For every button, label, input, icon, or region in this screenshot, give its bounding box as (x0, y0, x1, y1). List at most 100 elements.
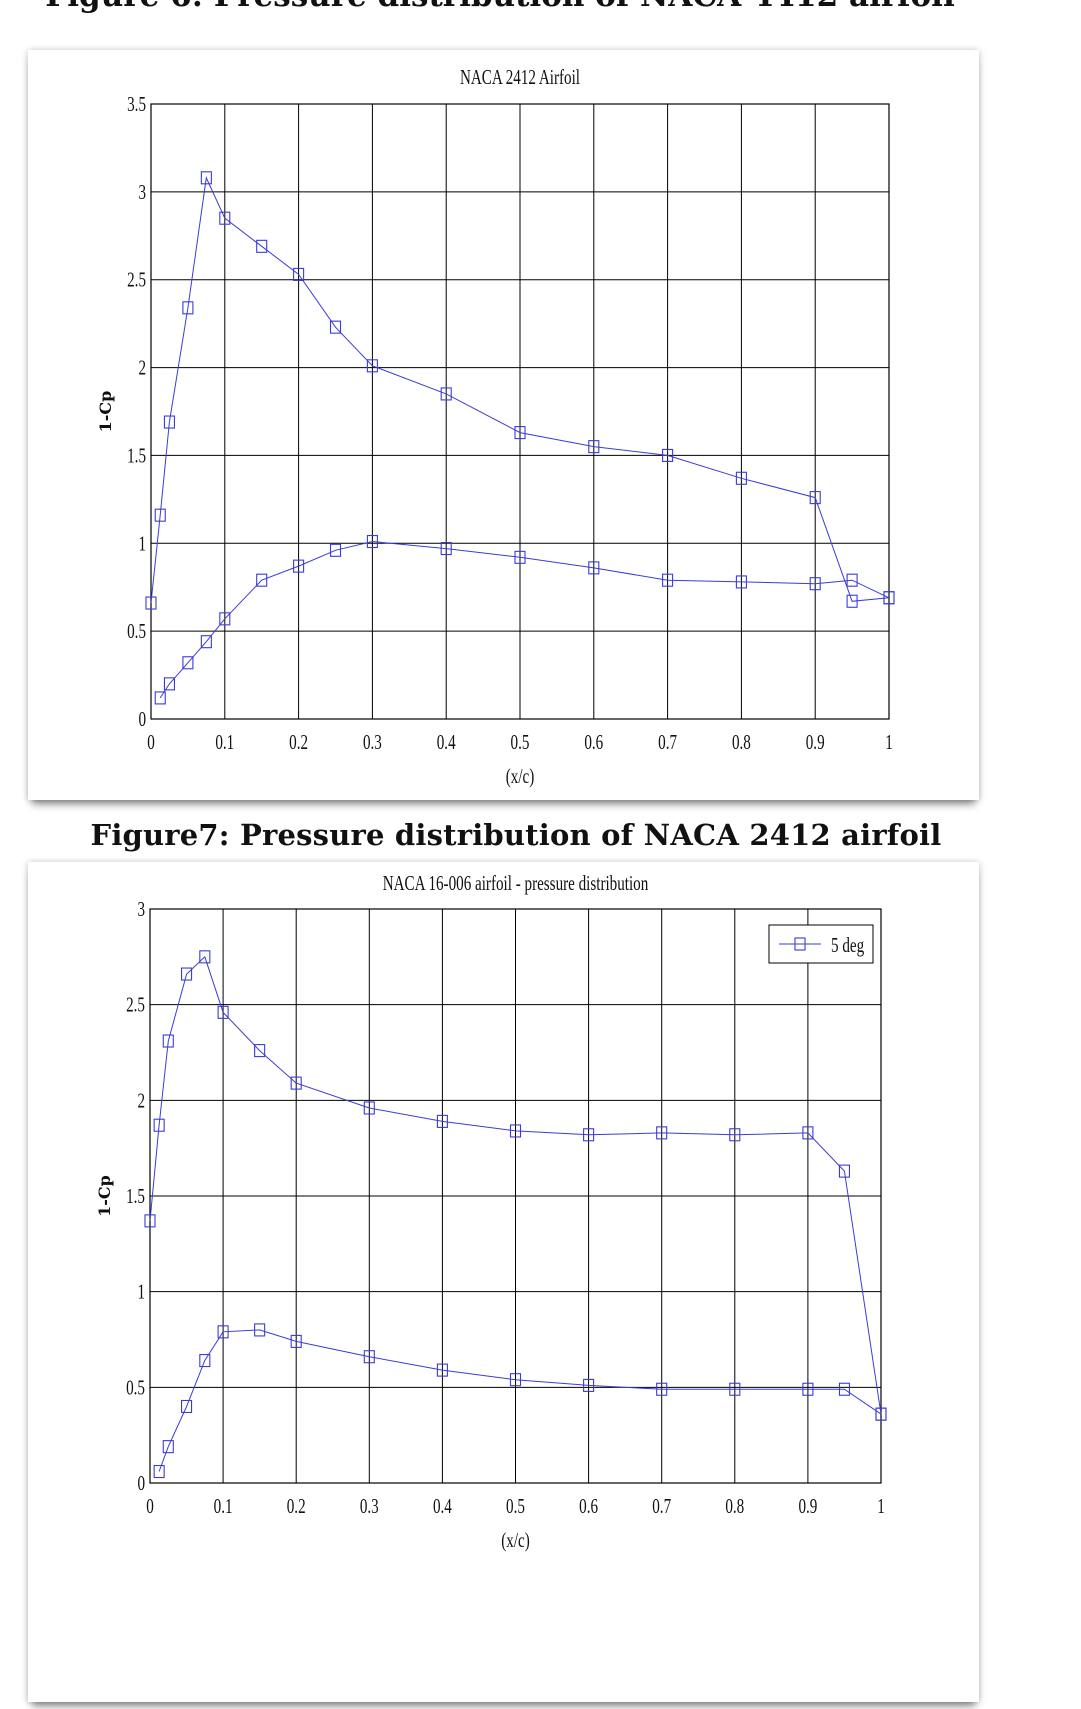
x-tick-label: 1 (877, 1495, 885, 1518)
data-point-marker (514, 550, 526, 564)
data-point-marker (366, 534, 378, 549)
x-tick-label: 0.9 (798, 1495, 817, 1518)
data-point-marker (363, 1350, 375, 1364)
y-tick-label: 0 (138, 708, 146, 731)
y-axis-label: 1-Cp (95, 1175, 114, 1217)
x-tick-label: 0.8 (732, 731, 751, 754)
data-point-marker (588, 440, 600, 454)
data-point-marker (145, 596, 157, 610)
data-point-marker (662, 573, 674, 587)
data-point-marker (729, 1128, 741, 1142)
series-line-2 (159, 540, 890, 699)
legend-marker (794, 937, 806, 951)
data-point-marker (846, 573, 858, 587)
data-point-marker (440, 542, 452, 556)
data-point-marker (256, 573, 268, 587)
data-point-marker (509, 1124, 522, 1138)
data-point-marker (182, 656, 194, 670)
data-point-marker (200, 635, 212, 649)
x-tick-label: 0.6 (579, 1495, 598, 1518)
y-tick-label: 1.5 (126, 1185, 145, 1208)
data-point-marker (162, 1440, 174, 1454)
data-point-marker (583, 1378, 595, 1392)
x-axis-label: (x/c) (506, 765, 535, 789)
x-tick-label: 0.1 (215, 731, 234, 754)
data-point-marker (875, 1407, 887, 1421)
x-tick-label: 0.1 (214, 1495, 233, 1518)
x-tick-label: 0.8 (725, 1495, 744, 1518)
plot-frame (149, 908, 882, 1484)
x-tick-label: 0.2 (287, 1495, 306, 1518)
data-point-marker (199, 1353, 211, 1368)
x-tick-label: 0.3 (360, 1495, 379, 1518)
data-point-marker (838, 1382, 851, 1396)
data-point-marker (153, 1464, 165, 1479)
data-point-marker (163, 415, 175, 429)
data-point-marker (329, 543, 342, 557)
data-point-marker (219, 612, 231, 626)
y-tick-label: 3.5 (127, 93, 146, 116)
x-tick-label: 0.7 (652, 1495, 671, 1518)
data-point-marker (163, 677, 175, 691)
data-point-marker (802, 1382, 814, 1396)
x-axis-label: (x/c) (501, 1529, 530, 1553)
data-point-marker (436, 1114, 448, 1128)
data-point-marker (514, 426, 526, 440)
figure-6-caption: Figure 6: Pressure distribution of NACA … (0, 0, 1000, 14)
data-point-marker (735, 575, 747, 589)
x-tick-label: 1 (885, 731, 893, 754)
figure-7-caption: Figure7: Pressure distribution of NACA 2… (90, 818, 942, 852)
data-point-marker (846, 594, 858, 608)
data-point-marker (363, 1101, 375, 1115)
x-tick-label: 0 (146, 1495, 154, 1518)
data-point-marker (181, 1399, 193, 1414)
legend-label: 5 deg (831, 934, 864, 957)
x-tick-label: 0.5 (506, 1495, 525, 1518)
y-tick-label: 1.5 (127, 444, 146, 467)
data-point-marker (729, 1382, 741, 1396)
data-point-marker (735, 471, 747, 485)
chart-title: NACA 16-006 airfoil - pressure distribut… (383, 872, 649, 895)
data-point-marker (656, 1126, 668, 1140)
data-point-marker (154, 508, 166, 522)
data-point-marker (583, 1128, 595, 1142)
series-line-2 (158, 1329, 882, 1472)
data-point-marker (809, 577, 821, 591)
y-tick-label: 0 (137, 1472, 145, 1495)
legend: 5 deg (768, 924, 874, 964)
data-point-marker (144, 1214, 156, 1228)
y-tick-label: 0.5 (127, 620, 146, 643)
data-point-marker (290, 1076, 302, 1090)
data-point-marker (838, 1164, 851, 1178)
y-tick-label: 0.5 (126, 1376, 145, 1399)
chart-panel-naca-16-006: NACA 16-006 airfoil - pressure distribut… (28, 862, 979, 1702)
y-tick-label: 1 (138, 532, 146, 555)
data-point-marker (200, 171, 212, 185)
y-axis-label: 1-Cp (96, 391, 115, 433)
data-point-marker (153, 1118, 165, 1132)
data-point-marker (219, 211, 231, 225)
y-tick-label: 2 (137, 1089, 145, 1112)
data-point-marker (509, 1373, 522, 1387)
data-point-marker (199, 950, 211, 964)
data-point-marker (662, 448, 674, 462)
data-point-marker (293, 267, 305, 281)
plot-frame (150, 103, 890, 720)
series-line-1 (150, 176, 890, 604)
y-tick-label: 2.5 (127, 268, 146, 291)
chart-naca-2412: NACA 2412 Airfoil 0 0.1 0.2 0.3 0.4 0.5 0.6 0.7 0… (96, 66, 895, 789)
data-point-marker (162, 1034, 174, 1048)
data-point-marker (440, 387, 452, 401)
x-tick-label: 0.4 (433, 1495, 452, 1518)
x-tick-label: 0 (147, 731, 155, 754)
data-point-marker (588, 561, 600, 575)
x-tick-label: 0.7 (658, 731, 677, 754)
chart-panel-naca-2412: NACA 2412 Airfoil 0 0.1 0.2 0.3 0.4 0.5 0.6 0.7 0… (28, 50, 979, 800)
data-point-marker (293, 559, 305, 573)
data-point-marker (883, 591, 895, 605)
data-point-marker (217, 1005, 229, 1019)
chart-naca-16-006: NACA 16-006 airfoil - pressure distribut… (95, 872, 887, 1553)
series-line-1 (149, 955, 882, 1415)
data-point-marker (256, 239, 268, 253)
x-tick-label: 0.4 (437, 731, 456, 754)
